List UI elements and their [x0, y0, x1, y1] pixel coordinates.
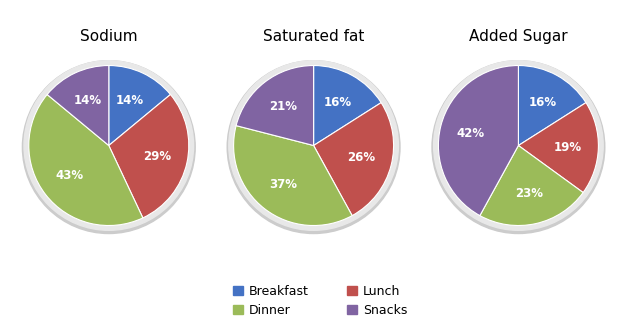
Title: Sodium: Sodium [80, 29, 138, 44]
Wedge shape [47, 65, 109, 146]
Text: 43%: 43% [56, 169, 84, 182]
Wedge shape [29, 95, 143, 226]
Title: Saturated fat: Saturated fat [263, 29, 364, 44]
Text: 26%: 26% [348, 151, 376, 164]
Text: 19%: 19% [554, 141, 582, 154]
Wedge shape [314, 65, 381, 146]
Wedge shape [236, 65, 314, 146]
Wedge shape [314, 103, 394, 215]
Text: 21%: 21% [269, 100, 297, 113]
Legend: Breakfast, Dinner, Lunch, Snacks: Breakfast, Dinner, Lunch, Snacks [229, 281, 411, 321]
Text: 37%: 37% [269, 178, 297, 191]
Circle shape [24, 61, 194, 230]
Title: Added Sugar: Added Sugar [469, 29, 568, 44]
Circle shape [229, 61, 398, 230]
Text: 16%: 16% [528, 95, 556, 109]
Wedge shape [518, 65, 586, 146]
Wedge shape [518, 103, 598, 193]
Circle shape [22, 61, 195, 233]
Circle shape [434, 61, 603, 230]
Text: 42%: 42% [456, 127, 484, 140]
Text: 23%: 23% [515, 187, 543, 200]
Circle shape [227, 61, 400, 233]
Text: 29%: 29% [143, 150, 172, 163]
Wedge shape [109, 65, 170, 146]
Text: 14%: 14% [74, 94, 102, 107]
Text: 16%: 16% [323, 95, 351, 109]
Wedge shape [234, 126, 352, 226]
Text: 14%: 14% [116, 94, 144, 107]
Wedge shape [480, 146, 583, 226]
Circle shape [432, 61, 605, 233]
Wedge shape [109, 95, 189, 218]
Wedge shape [438, 65, 518, 215]
